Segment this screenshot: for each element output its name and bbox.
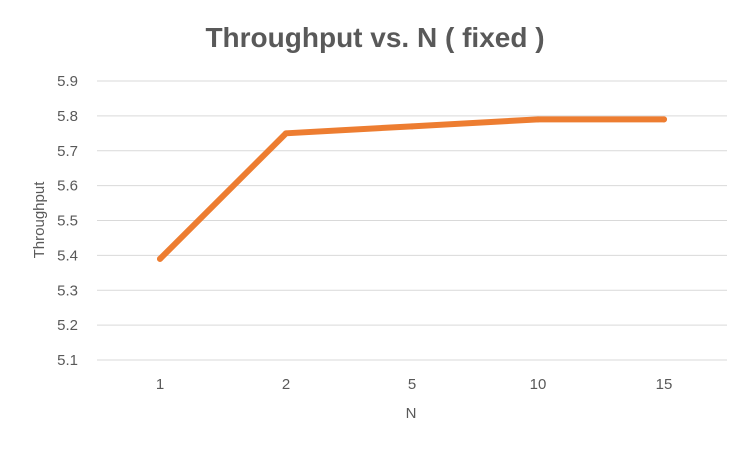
y-tick-label: 5.4: [57, 247, 78, 264]
data-point: [283, 130, 289, 137]
x-tick-label: 1: [156, 376, 164, 393]
x-tick-label: 15: [656, 376, 673, 393]
series-layer: [157, 116, 667, 262]
data-point: [661, 116, 667, 123]
x-axis-ticks: 1 2 5 10 15: [156, 376, 673, 393]
y-tick-label: 5.3: [57, 282, 78, 299]
data-point: [157, 255, 163, 262]
x-axis-label: N: [406, 405, 417, 422]
y-tick-label: 5.7: [57, 143, 78, 160]
series-line: [157, 116, 667, 262]
y-tick-label: 5.5: [57, 213, 78, 230]
data-point: [409, 123, 415, 130]
y-tick-label: 5.6: [57, 178, 78, 195]
y-axis-label: Throughput: [31, 181, 48, 259]
data-point: [535, 116, 541, 123]
y-tick-label: 5.8: [57, 108, 78, 125]
gridlines: [97, 80, 727, 361]
x-tick-label: 5: [408, 376, 416, 393]
y-tick-label: 5.1: [57, 352, 78, 369]
x-tick-label: 10: [530, 376, 547, 393]
y-tick-label: 5.2: [57, 317, 78, 334]
x-tick-label: 2: [282, 376, 290, 393]
y-axis-ticks: 5.1 5.2 5.3 5.4 5.5 5.6 5.7 5.8 5.9: [57, 73, 78, 369]
chart-title: Throughput vs. N ( fixed ): [205, 22, 544, 53]
y-tick-label: 5.9: [57, 73, 78, 90]
